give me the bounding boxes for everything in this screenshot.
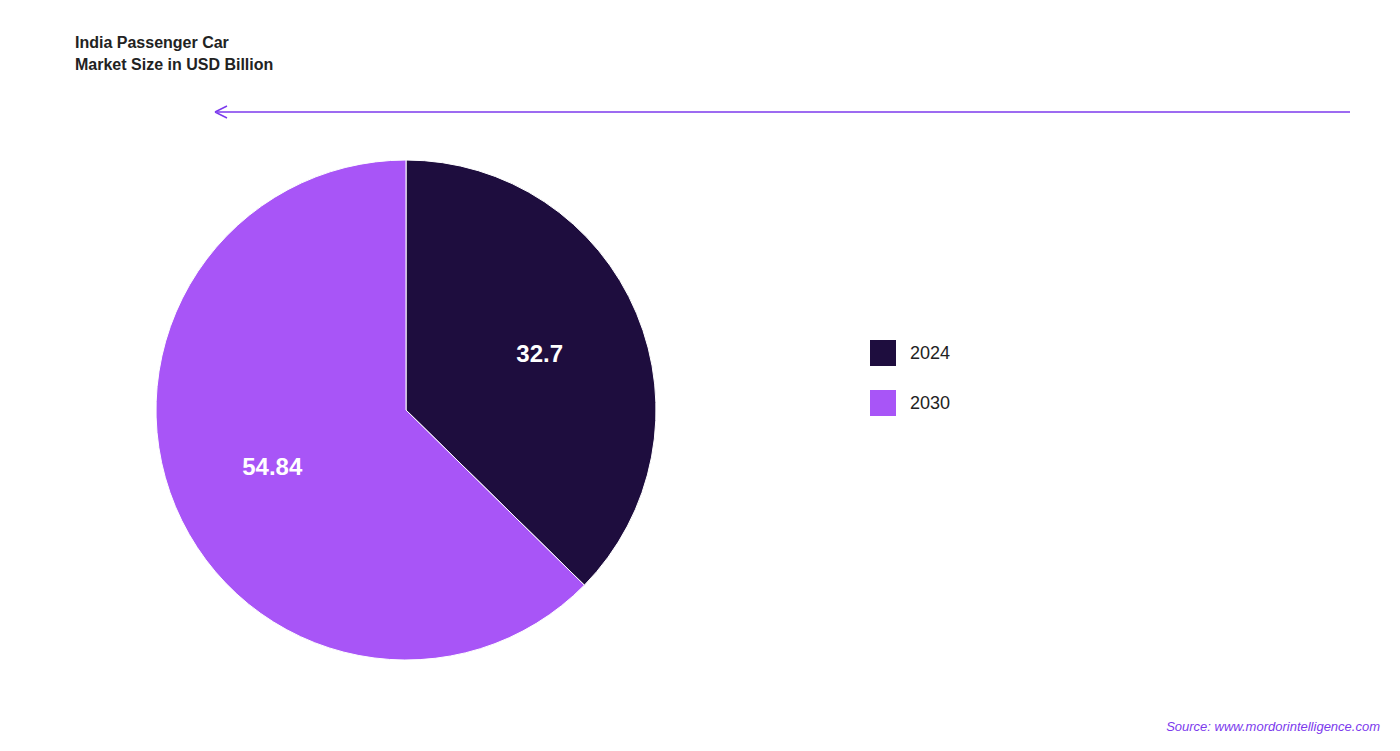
legend: 2024 2030 <box>870 340 950 416</box>
arrow-line <box>217 111 1350 113</box>
arrow <box>215 106 1350 118</box>
data-labels: 32.7 54.84 <box>242 340 563 479</box>
arrow-head <box>215 106 227 118</box>
source-note: Source: www.mordorintelligence.com <box>1166 719 1380 734</box>
pie-slice <box>156 160 584 660</box>
legend-label: 2030 <box>910 393 950 413</box>
legend-label: 2024 <box>910 343 950 363</box>
legend-swatch <box>870 390 896 416</box>
title: India Passenger Car <box>75 34 229 51</box>
data-label: 32.7 <box>516 340 563 367</box>
pie <box>156 160 656 660</box>
data-label: 54.84 <box>242 453 303 480</box>
legend-swatch <box>870 340 896 366</box>
chart: India Passenger Car Market Size in USD Bi… <box>0 0 1400 751</box>
subtitle: Market Size in USD Billion <box>75 56 273 73</box>
